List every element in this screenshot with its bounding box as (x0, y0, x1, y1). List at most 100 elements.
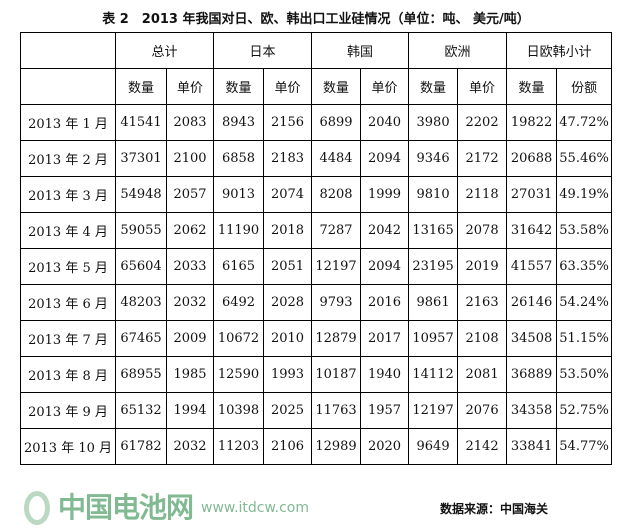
group-header: 总计 (114, 32, 215, 69)
value-cell: 12197 (311, 248, 362, 285)
month-cell: 2013 年 1 月 (20, 104, 116, 141)
table-row: 2013 年 8 月 68955 1985 12590 1993 10187 1940 141… (20, 356, 613, 393)
value-cell: 52.75% (556, 392, 613, 429)
value-cell: 2083 (165, 104, 215, 141)
value-cell: 2074 (263, 176, 313, 213)
value-cell: 9793 (311, 284, 362, 321)
table-row: 2013 年 10 月 61782 2032 11203 2106 12989 2020 96… (20, 428, 613, 465)
value-cell: 3980 (408, 104, 459, 141)
month-cell: 2013 年 8 月 (20, 356, 116, 393)
value-cell: 2172 (457, 140, 508, 177)
value-cell: 2009 (165, 320, 215, 357)
value-cell: 6165 (213, 248, 265, 285)
sub-header-row: 数量 单价 数量 单价 数量 单价 数量 单价 数量 份额 (20, 68, 613, 105)
value-cell: 41557 (506, 248, 558, 285)
value-cell: 11190 (213, 212, 265, 249)
table-row: 2013 年 7 月 67465 2009 10672 2010 12879 2017 109… (20, 320, 613, 357)
value-cell: 2040 (360, 104, 410, 141)
sub-header: 单价 (360, 68, 410, 105)
month-cell: 2013 年 5 月 (20, 248, 116, 285)
value-cell: 23195 (408, 248, 459, 285)
table-title: 表 2 2013 年我国对日、欧、韩出口工业硅情况（单位：吨、 美元/吨） (102, 12, 530, 27)
value-cell: 20688 (506, 140, 558, 177)
value-cell: 9861 (408, 284, 459, 321)
sub-header: 份额 (556, 68, 613, 105)
value-cell: 2118 (457, 176, 508, 213)
value-cell: 65132 (115, 392, 167, 429)
value-cell: 2094 (360, 140, 410, 177)
value-cell: 14112 (408, 356, 459, 393)
data-source: 数据来源：中国海关 (440, 502, 549, 516)
sub-header: 单价 (165, 68, 215, 105)
month-cell: 2013 年 7 月 (20, 320, 116, 357)
value-cell: 27031 (506, 176, 558, 213)
value-cell: 10672 (213, 320, 265, 357)
value-cell: 2017 (360, 320, 410, 357)
value-cell: 2094 (360, 248, 410, 285)
table-row: 2013 年 1 月 41541 2083 8943 2156 6899 2040 3980 2… (20, 104, 613, 141)
group-header: 日欧韩小计 (506, 32, 613, 69)
table-row: 2013 年 9 月 65132 1994 10398 2025 11763 1957 121… (20, 392, 613, 429)
value-cell: 2081 (457, 356, 508, 393)
sub-header: 数量 (115, 68, 167, 105)
value-cell: 54.24% (556, 284, 613, 321)
value-cell: 11763 (311, 392, 362, 429)
value-cell: 9013 (213, 176, 265, 213)
value-cell: 2078 (457, 212, 508, 249)
corner-cell (20, 32, 116, 69)
month-cell: 2013 年 2 月 (20, 140, 116, 177)
sub-header: 单价 (457, 68, 508, 105)
value-cell: 36889 (506, 356, 558, 393)
value-cell: 53.50% (556, 356, 613, 393)
value-cell: 4484 (311, 140, 362, 177)
value-cell: 19822 (506, 104, 558, 141)
value-cell: 2202 (457, 104, 508, 141)
value-cell: 55.46% (556, 140, 613, 177)
sub-header: 数量 (311, 68, 362, 105)
value-cell: 34508 (506, 320, 558, 357)
value-cell: 11203 (213, 428, 265, 465)
value-cell: 9810 (408, 176, 459, 213)
table-row: 2013 年 3 月 54948 2057 9013 2074 8208 1999 9810 2… (20, 176, 613, 213)
value-cell: 2100 (165, 140, 215, 177)
value-cell: 10187 (311, 356, 362, 393)
value-cell: 1994 (165, 392, 215, 429)
value-cell: 2032 (165, 428, 215, 465)
value-cell: 67465 (115, 320, 167, 357)
table-row: 2013 年 4 月 59055 2062 11190 2018 7287 2042 1316… (20, 212, 613, 249)
value-cell: 31642 (506, 212, 558, 249)
value-cell: 6492 (213, 284, 265, 321)
sub-header: 数量 (213, 68, 265, 105)
value-cell: 2183 (263, 140, 313, 177)
value-cell: 12879 (311, 320, 362, 357)
value-cell: 1957 (360, 392, 410, 429)
value-cell: 8943 (213, 104, 265, 141)
value-cell: 2018 (263, 212, 313, 249)
value-cell: 2019 (457, 248, 508, 285)
watermark-logo: 中国电池网 www.itdcw.com (24, 488, 309, 528)
value-cell: 1993 (263, 356, 313, 393)
value-cell: 54.77% (556, 428, 613, 465)
value-cell: 2163 (457, 284, 508, 321)
export-table: 总计 日本 韩国 欧洲 日欧韩小计 数量 单价 数量 单价 数量 单价 数量 单价 数量 份额 2013 年 … (20, 32, 613, 465)
value-cell: 2156 (263, 104, 313, 141)
value-cell: 6899 (311, 104, 362, 141)
group-header-row: 总计 日本 韩国 欧洲 日欧韩小计 (20, 32, 613, 69)
value-cell: 12197 (408, 392, 459, 429)
value-cell: 41541 (115, 104, 167, 141)
value-cell: 63.35% (556, 248, 613, 285)
value-cell: 2057 (165, 176, 215, 213)
watermark-url: www.itdcw.com (201, 500, 310, 516)
value-cell: 12590 (213, 356, 265, 393)
value-cell: 2010 (263, 320, 313, 357)
value-cell: 2108 (457, 320, 508, 357)
month-cell: 2013 年 3 月 (20, 176, 116, 213)
value-cell: 47.72% (556, 104, 613, 141)
value-cell: 9649 (408, 428, 459, 465)
value-cell: 10398 (213, 392, 265, 429)
value-cell: 65604 (115, 248, 167, 285)
value-cell: 54948 (115, 176, 167, 213)
month-cell: 2013 年 10 月 (20, 428, 116, 465)
value-cell: 2032 (165, 284, 215, 321)
month-cell: 2013 年 9 月 (20, 392, 116, 429)
